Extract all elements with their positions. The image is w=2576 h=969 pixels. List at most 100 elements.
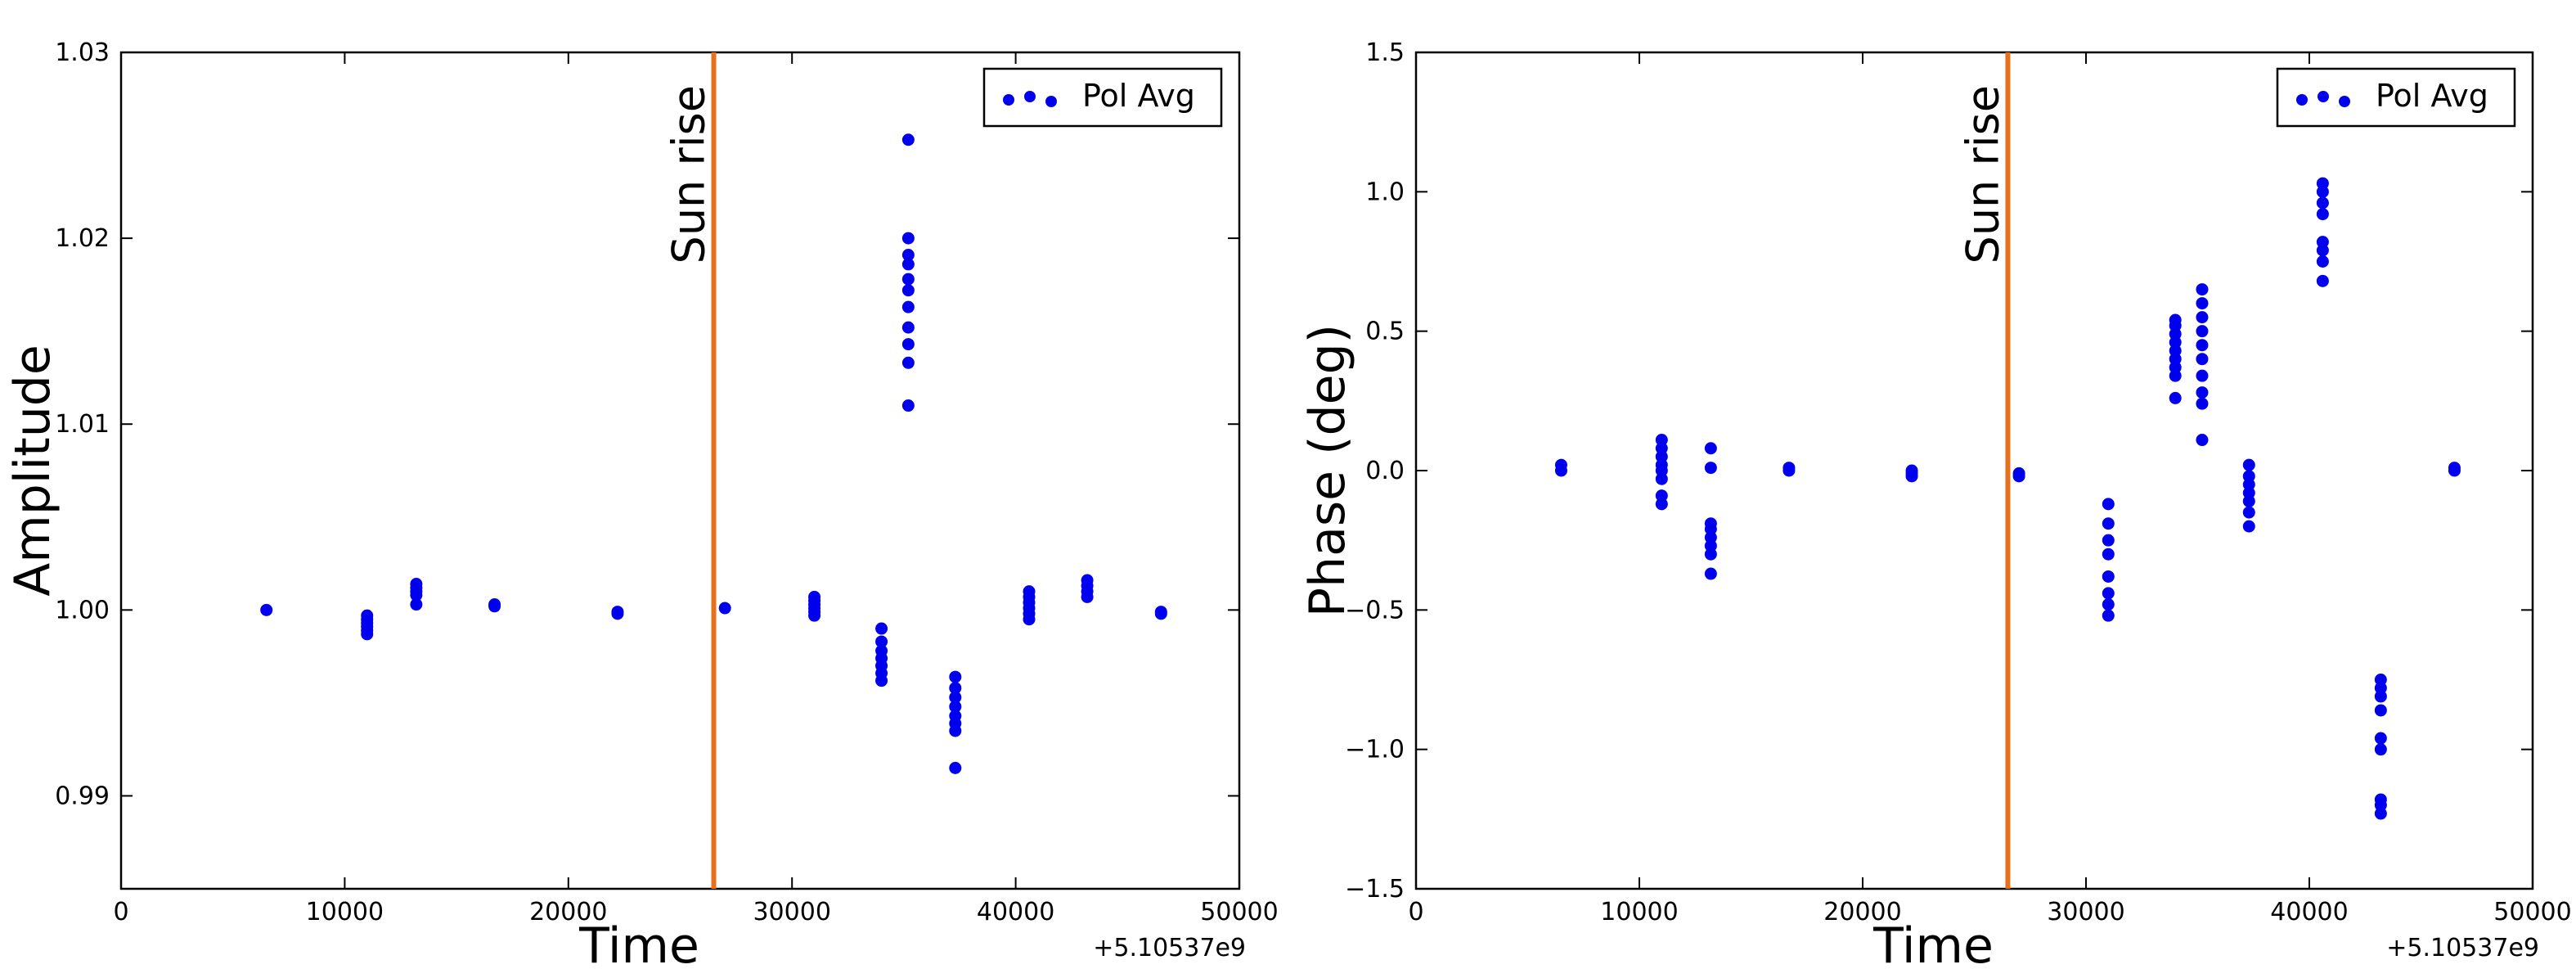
data-point xyxy=(949,700,962,713)
x-tick-label: 0 xyxy=(113,898,128,926)
legend-marker xyxy=(1024,91,1036,102)
data-point xyxy=(2196,434,2209,447)
data-point xyxy=(2102,548,2115,561)
data-point xyxy=(1783,462,1796,475)
amplitude-panel: 0 10000 20000 30000 40000 50000 0.99 1.00 1.01 1.… xyxy=(4,38,1279,969)
data-point xyxy=(2102,534,2115,547)
data-point xyxy=(1905,464,1918,477)
data-point xyxy=(875,635,888,648)
data-point xyxy=(2196,353,2209,366)
data-point xyxy=(901,399,915,412)
data-point xyxy=(2102,598,2115,611)
legend-marker xyxy=(1045,96,1057,107)
data-point xyxy=(2242,458,2255,471)
data-point xyxy=(2374,743,2387,756)
data-point xyxy=(2242,520,2255,533)
data-point xyxy=(2196,397,2209,410)
data-point xyxy=(718,602,731,615)
legend-box xyxy=(2276,67,2516,128)
data-point xyxy=(949,710,962,723)
data-point xyxy=(2448,462,2461,475)
data-point xyxy=(949,691,962,704)
data-point xyxy=(260,603,273,616)
data-point xyxy=(1023,585,1036,598)
data-point xyxy=(2374,732,2387,745)
x-tick-label: 0 xyxy=(1408,898,1423,926)
data-point xyxy=(2102,609,2115,622)
x-offset-label: +5.10537e9 xyxy=(2386,934,2539,962)
data-point xyxy=(901,273,915,286)
plot-area xyxy=(119,51,1241,890)
legend-marker xyxy=(2318,91,2329,102)
data-point xyxy=(901,232,915,245)
data-point xyxy=(808,590,821,603)
data-point xyxy=(2196,311,2209,324)
data-point xyxy=(410,598,423,611)
data-point xyxy=(2316,255,2329,268)
y-tick-label: 0.0 xyxy=(1365,457,1405,485)
data-point xyxy=(949,682,962,695)
data-point xyxy=(2196,369,2209,382)
legend-box xyxy=(982,67,1223,128)
data-point xyxy=(2102,517,2115,530)
data-point xyxy=(949,670,962,683)
data-point xyxy=(2196,339,2209,352)
y-tick-label: −0.5 xyxy=(1345,596,1405,624)
x-tick-label: 30000 xyxy=(753,898,830,926)
data-point xyxy=(2316,196,2329,210)
data-point xyxy=(2374,704,2387,717)
data-point xyxy=(611,607,624,620)
data-point xyxy=(1704,462,1717,475)
data-point xyxy=(2102,498,2115,511)
y-tick-label: 0.99 xyxy=(55,782,110,810)
data-point xyxy=(1655,489,1668,503)
data-point xyxy=(2196,297,2209,310)
data-point xyxy=(901,133,915,146)
y-tick-label: 1.03 xyxy=(55,38,110,67)
data-point xyxy=(949,761,962,774)
data-point xyxy=(2316,274,2329,287)
x-offset-label: +5.10537e9 xyxy=(1093,934,1246,962)
y-tick-label: 1.02 xyxy=(55,224,110,253)
data-point xyxy=(488,598,501,611)
x-tick-label: 40000 xyxy=(2270,898,2348,926)
x-tick-label: 10000 xyxy=(306,898,384,926)
y-tick-label: −1.5 xyxy=(1345,875,1405,904)
legend-label: Pol Avg xyxy=(1082,78,1195,114)
data-point xyxy=(2102,587,2115,600)
sunrise-label: Sun rise xyxy=(663,85,715,264)
legend-marker xyxy=(2296,94,2308,106)
y-tick-label: 1.01 xyxy=(55,410,110,439)
data-point xyxy=(2242,470,2255,483)
x-tick-label: 10000 xyxy=(1600,898,1678,926)
data-point xyxy=(875,622,888,635)
data-point xyxy=(2374,674,2387,686)
x-tick-label: 30000 xyxy=(2047,898,2124,926)
data-point xyxy=(901,249,915,262)
data-point xyxy=(2196,283,2209,296)
data-point xyxy=(901,338,915,351)
y-tick-label: 1.00 xyxy=(55,596,110,624)
x-tick-label: 20000 xyxy=(529,898,607,926)
data-point xyxy=(2169,313,2182,327)
x-axis-label: Time xyxy=(1872,917,1994,969)
data-point xyxy=(901,356,915,369)
y-tick-label: 1.5 xyxy=(1365,38,1405,67)
phase-panel: 0 10000 20000 30000 40000 50000 −1.5 −1.0 −0.5 0.… xyxy=(1299,38,2572,969)
data-point xyxy=(901,258,915,271)
x-tick-label: 50000 xyxy=(1200,898,1278,926)
data-point xyxy=(2196,386,2209,399)
legend-label: Pol Avg xyxy=(2376,78,2488,114)
data-point xyxy=(2196,325,2209,338)
data-point xyxy=(361,609,374,622)
x-tick-label: 50000 xyxy=(2493,898,2571,926)
data-point xyxy=(901,284,915,297)
data-point xyxy=(1655,434,1668,447)
data-point xyxy=(1704,442,1717,455)
data-point xyxy=(1154,606,1167,619)
data-point xyxy=(2374,793,2387,806)
data-point xyxy=(901,300,915,313)
legend-marker xyxy=(1003,94,1014,106)
y-tick-label: −1.0 xyxy=(1345,736,1405,764)
